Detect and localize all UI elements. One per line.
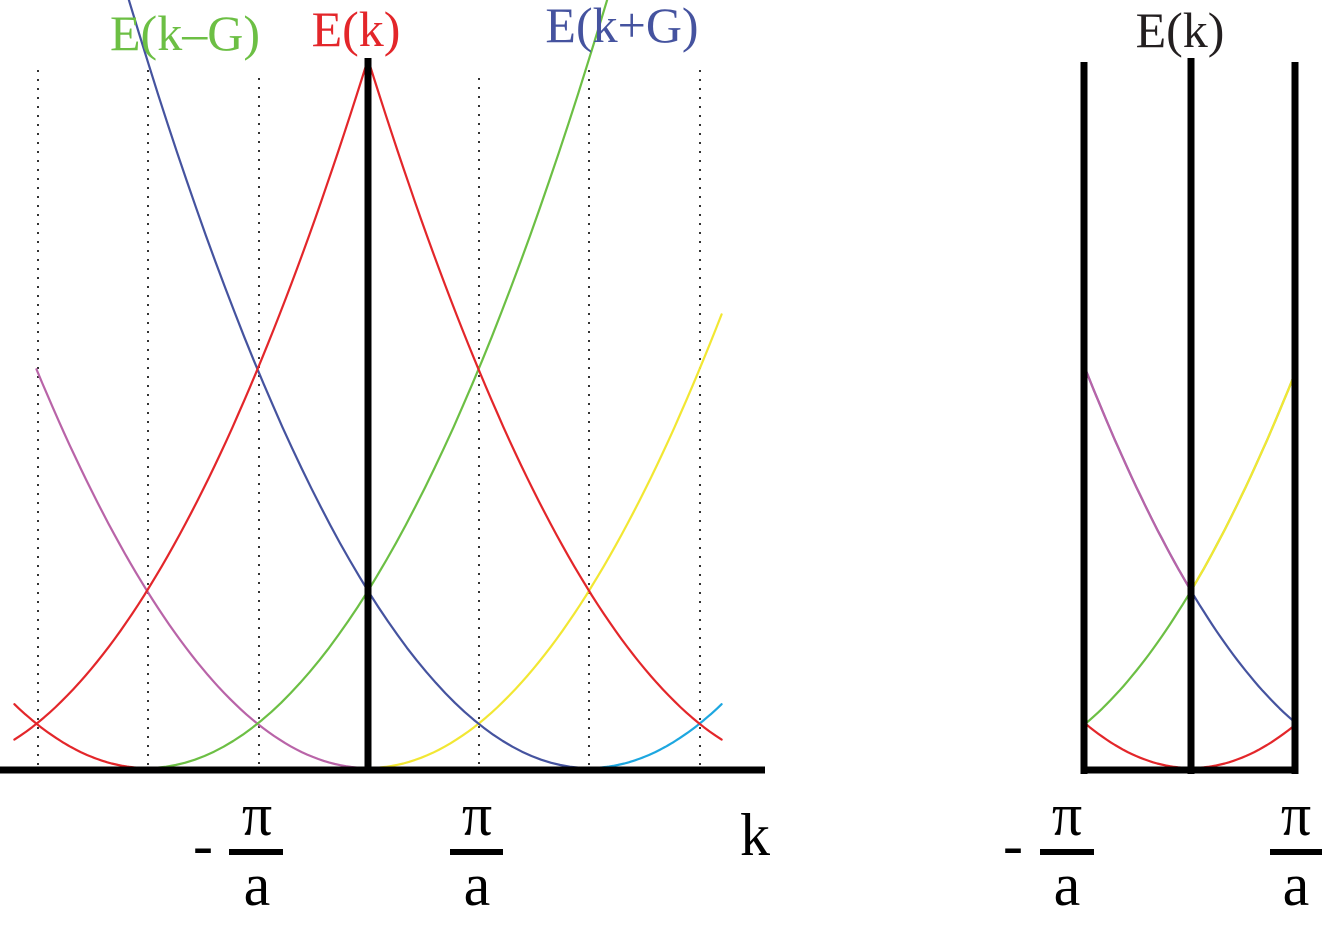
label-e-k-minus-g: E(k–G) <box>110 5 260 61</box>
tick-a: a <box>464 852 491 918</box>
tick-pi: π <box>1052 782 1082 848</box>
minus-g-band-right-branch <box>145 0 609 770</box>
extended-zone-panel <box>0 0 765 774</box>
tick-minus-pi-over-a: - π a <box>193 782 283 918</box>
tick-pi-over-a: π a <box>450 782 503 918</box>
tick-minus-sign: - <box>1003 812 1023 878</box>
tick-pi: π <box>242 782 272 848</box>
plus-g-band-right-branch <box>587 703 723 770</box>
center-band-left-branch <box>35 368 370 770</box>
reduced-tick-pi-over-a: π a <box>1270 782 1322 918</box>
label-e-k: E(k) <box>312 1 401 57</box>
label-e-k-reduced: E(k) <box>1136 2 1225 58</box>
k-axis-label: k <box>740 802 770 868</box>
tick-pi: π <box>462 782 492 848</box>
plus-g-band-left-branch <box>127 0 591 770</box>
tick-pi: π <box>1281 782 1311 848</box>
reduced-band-3b <box>1189 368 1298 592</box>
minus-2g-band-right-branch <box>13 58 370 741</box>
reduced-tick-minus-pi-over-a: - π a <box>1003 782 1094 918</box>
reduced-zone-panel <box>1080 58 1299 774</box>
tick-a: a <box>1054 852 1081 918</box>
tick-minus-sign: - <box>193 812 213 878</box>
plus-2g-band-left-branch <box>366 58 723 741</box>
tick-a: a <box>1283 852 1310 918</box>
reduced-band-3a <box>1084 368 1193 592</box>
label-e-k-plus-g: E(k+G) <box>545 0 698 53</box>
minus-g-band-left-branch <box>13 703 149 770</box>
center-band-right-branch <box>366 313 723 770</box>
tick-a: a <box>244 852 271 918</box>
